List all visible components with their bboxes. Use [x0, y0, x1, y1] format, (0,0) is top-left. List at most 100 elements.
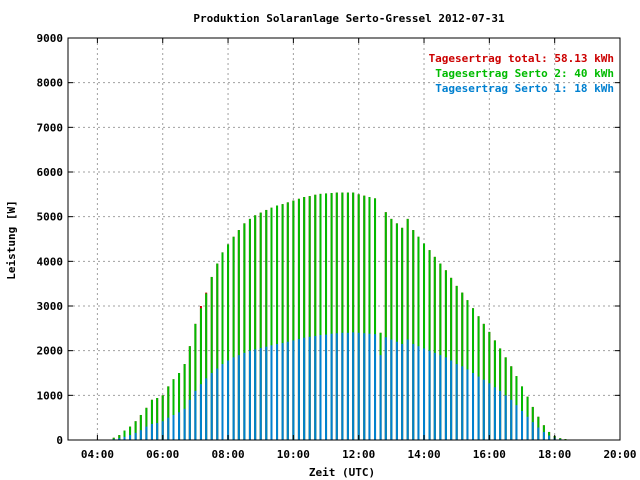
- bar-serto1: [199, 384, 202, 440]
- bar-serto2: [188, 346, 191, 440]
- bar-serto1: [401, 343, 404, 440]
- bar-serto2: [167, 386, 170, 440]
- bar-serto1: [172, 414, 175, 440]
- bar-serto2: [194, 323, 197, 440]
- y-tick-label: 1000: [37, 389, 64, 402]
- bar-serto2: [265, 209, 268, 440]
- bar-serto1: [276, 343, 279, 440]
- bar-serto1: [243, 352, 246, 440]
- bar-serto1: [335, 333, 338, 440]
- bar-serto1: [292, 340, 295, 440]
- bar-serto2: [346, 192, 349, 440]
- bar-serto2: [145, 407, 148, 440]
- bar-serto1: [461, 366, 464, 440]
- y-tick-label: 2000: [37, 345, 64, 358]
- bar-serto1: [526, 416, 529, 440]
- bar-serto1: [433, 352, 436, 440]
- y-tick-label: 3000: [37, 300, 64, 313]
- x-tick-label: 14:00: [407, 448, 440, 461]
- bar-serto2: [417, 236, 420, 440]
- bar-serto1: [395, 341, 398, 440]
- bar-serto2: [216, 263, 219, 440]
- bar-serto2: [270, 207, 273, 440]
- bar-serto2: [423, 243, 426, 440]
- legend-entry: Tagesertrag Serto 2: 40 kWh: [435, 67, 614, 80]
- bar-serto1: [286, 341, 289, 440]
- bar-serto2: [357, 194, 360, 440]
- bar-serto1: [406, 339, 409, 440]
- y-tick-label: 4000: [37, 255, 64, 268]
- bar-serto1: [428, 350, 431, 440]
- bar-serto1: [472, 373, 475, 440]
- bar-serto1: [123, 436, 126, 440]
- bar-serto2: [118, 435, 121, 440]
- bar-serto1: [439, 355, 442, 440]
- bar-serto1: [499, 390, 502, 440]
- bar-serto1: [341, 332, 344, 440]
- bar-serto2: [308, 196, 311, 440]
- bar-serto1: [188, 399, 191, 440]
- bar-serto2: [139, 414, 142, 440]
- bar-serto2: [123, 430, 126, 440]
- x-tick-label: 06:00: [146, 448, 179, 461]
- bar-serto1: [156, 423, 159, 440]
- bar-serto1: [118, 438, 121, 440]
- bar-serto2: [341, 192, 344, 440]
- bar-serto1: [379, 355, 382, 440]
- bar-serto2: [428, 250, 431, 440]
- x-tick-label: 20:00: [603, 448, 636, 461]
- legend: Tagesertrag total: 58.13 kWh Tagesertrag …: [429, 52, 614, 95]
- y-tick-label: 9000: [37, 32, 64, 45]
- x-tick-label: 12:00: [342, 448, 375, 461]
- bar-serto2: [395, 223, 398, 440]
- bar-serto2: [450, 277, 453, 440]
- bar-serto2: [254, 215, 257, 440]
- bar-serto1: [232, 357, 235, 440]
- bar-serto1: [134, 432, 137, 440]
- bar-serto2: [406, 218, 409, 440]
- y-tick-label: 8000: [37, 77, 64, 90]
- bar-serto2: [248, 218, 251, 440]
- bar-serto1: [531, 422, 534, 440]
- bar-serto1: [466, 369, 469, 440]
- bar-serto2: [297, 198, 300, 440]
- bar-serto2: [221, 252, 224, 440]
- x-tick-label: 18:00: [538, 448, 571, 461]
- bar-serto2: [335, 192, 338, 440]
- bar-serto1: [346, 332, 349, 440]
- bar-serto1: [482, 379, 485, 440]
- bar-serto2: [368, 197, 371, 440]
- bars: [112, 192, 573, 440]
- bar-serto2: [384, 212, 387, 440]
- x-tick-label: 08:00: [211, 448, 244, 461]
- bar-serto1: [150, 423, 153, 440]
- bar-serto1: [510, 399, 513, 440]
- bar-serto1: [265, 346, 268, 440]
- bar-serto2: [325, 193, 328, 440]
- bar-serto1: [161, 421, 164, 440]
- bar-serto1: [368, 333, 371, 440]
- bar-serto2: [276, 205, 279, 440]
- bar-serto2: [390, 218, 393, 440]
- bar-serto1: [178, 412, 181, 440]
- bar-serto1: [504, 395, 507, 440]
- bar-serto1: [194, 390, 197, 440]
- bar-serto1: [488, 383, 491, 440]
- bar-serto2: [183, 364, 186, 440]
- bar-serto2: [314, 194, 317, 440]
- x-axis-label: Zeit (UTC): [309, 466, 375, 479]
- bar-serto1: [542, 431, 545, 440]
- bar-serto2: [352, 192, 355, 440]
- bar-serto2: [243, 223, 246, 440]
- bar-serto1: [455, 364, 458, 440]
- bar-serto2: [205, 293, 208, 440]
- bar-serto1: [183, 408, 186, 440]
- bar-serto2: [199, 308, 202, 440]
- bar-serto1: [281, 343, 284, 440]
- bar-serto1: [254, 349, 257, 440]
- bar-serto2: [112, 437, 115, 440]
- bar-serto2: [161, 395, 164, 440]
- bar-serto1: [259, 347, 262, 440]
- bar-serto1: [205, 378, 208, 440]
